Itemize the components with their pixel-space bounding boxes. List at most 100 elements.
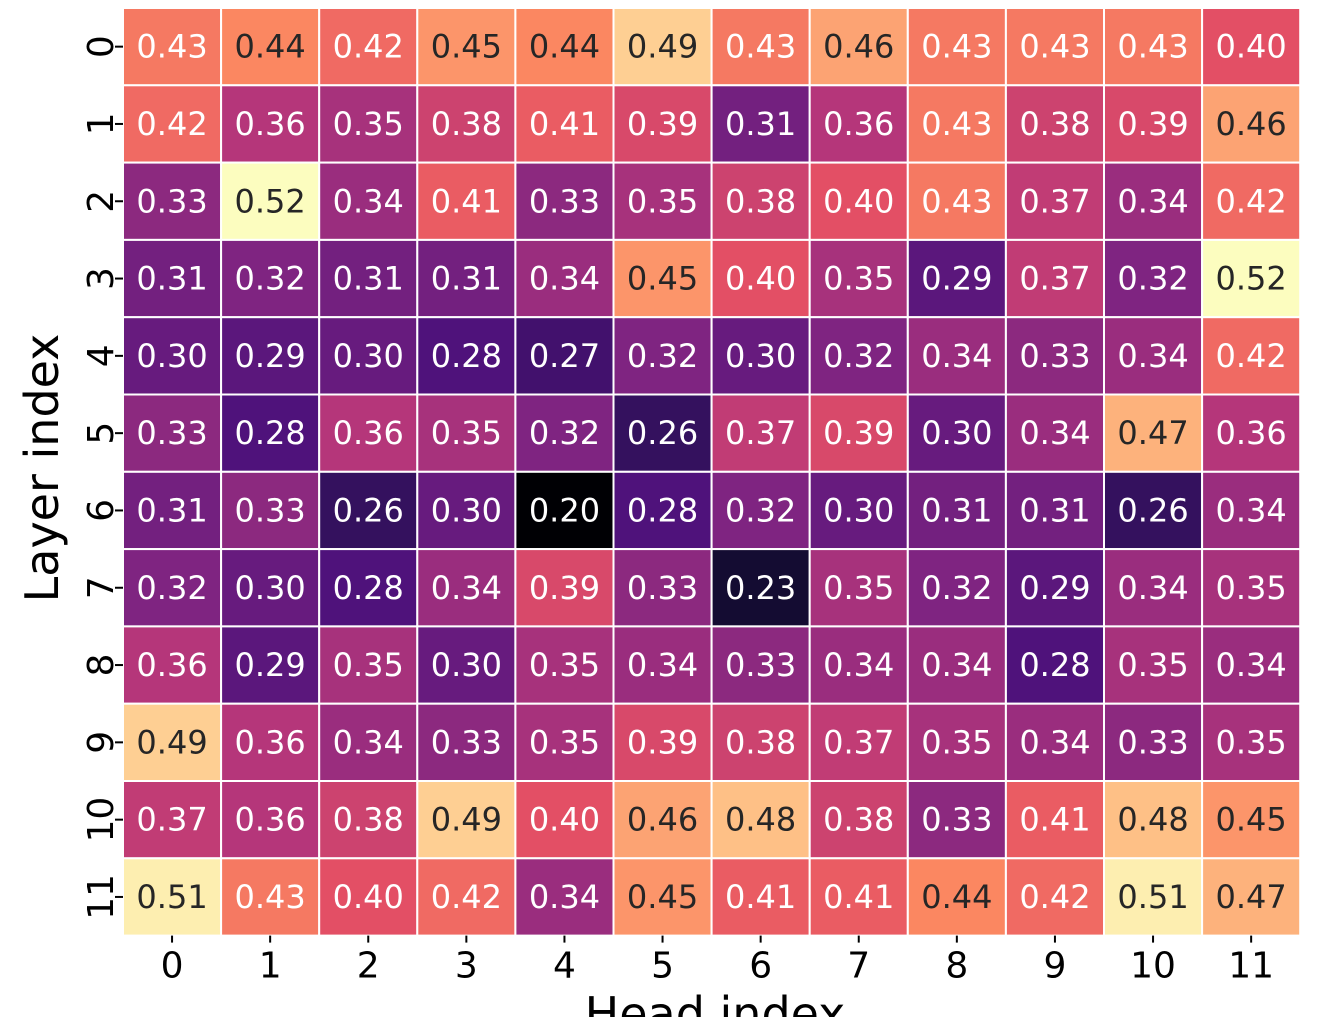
heatmap-cell	[1004, 857, 1106, 937]
heatmap-cell-label: 0.46	[1216, 105, 1287, 143]
heatmap-cell-label: 0.32	[725, 491, 796, 529]
heatmap-cell	[514, 161, 615, 241]
heatmap-cell-label: 0.37	[725, 414, 796, 452]
heatmap-cell	[318, 548, 419, 628]
heatmap-cell-label: 0.34	[1216, 646, 1287, 684]
heatmap-cell	[1004, 7, 1106, 87]
heatmap-cell-label: 0.45	[431, 28, 502, 66]
heatmap-cell-label: 0.35	[823, 260, 894, 298]
heatmap-cell-label: 0.34	[921, 337, 992, 375]
heatmap-cell	[318, 780, 419, 860]
heatmap-cell-label: 0.35	[333, 105, 404, 143]
heatmap-cell-label: 0.34	[1117, 569, 1188, 607]
heatmap-cell-label: 0.52	[1216, 260, 1287, 298]
heatmap-cell-label: 0.34	[1019, 723, 1090, 761]
heatmap-cell	[808, 780, 909, 860]
heatmap-cell	[710, 393, 811, 473]
heatmap-cell	[612, 7, 713, 87]
heatmap-cell-label: 0.35	[1216, 723, 1287, 761]
heatmap-cell-label: 0.41	[823, 878, 894, 916]
heatmap-cell-label: 0.30	[725, 337, 796, 375]
x-tick-label: 2	[357, 946, 380, 987]
x-tick-label: 5	[651, 946, 674, 987]
heatmap-cell-label: 0.30	[136, 337, 207, 375]
heatmap-cell-label: 0.30	[431, 646, 502, 684]
heatmap-cell-label: 0.32	[1117, 260, 1188, 298]
heatmap-cell	[1201, 625, 1302, 705]
heatmap-cell-label: 0.43	[235, 878, 306, 916]
heatmap-cell-label: 0.33	[431, 723, 502, 761]
heatmap-cell-label: 0.34	[1216, 491, 1287, 529]
heatmap-cell-label: 0.35	[431, 414, 502, 452]
heatmap-cell-label: 0.23	[725, 569, 796, 607]
heatmap-cell	[1004, 238, 1106, 319]
heatmap-cell-label: 0.51	[1117, 878, 1188, 916]
heatmap-cell-label: 0.38	[1019, 105, 1090, 143]
heatmap-cell-label: 0.28	[235, 414, 306, 452]
x-axis-ticks: 0 1 2 3 4 5 6 7 8 9 10 11	[161, 935, 1274, 987]
heatmap-cell-label: 0.48	[725, 801, 796, 839]
heatmap-cell	[1103, 316, 1204, 396]
heatmap-cell-label: 0.46	[627, 801, 698, 839]
heatmap-cell	[220, 702, 321, 783]
heatmap-cell	[1103, 702, 1204, 783]
heatmap-cell-label: 0.35	[1117, 646, 1188, 684]
heatmap-cell-label: 0.37	[1019, 260, 1090, 298]
x-tick-label: 0	[161, 946, 184, 987]
heatmap-cell-label: 0.33	[921, 801, 992, 839]
heatmap-cell-label: 0.36	[235, 723, 306, 761]
heatmap-cell-label: 0.43	[921, 182, 992, 220]
heatmap-cell	[612, 316, 713, 396]
heatmap-cell	[416, 702, 517, 783]
y-tick-label: 9	[81, 731, 122, 754]
heatmap-cell-label: 0.33	[529, 182, 600, 220]
heatmap-cell	[808, 84, 909, 164]
heatmap-cell-label: 0.38	[725, 723, 796, 761]
heatmap-cell	[1103, 238, 1204, 319]
heatmap-cell	[1103, 780, 1204, 860]
heatmap-cell-label: 0.44	[529, 28, 600, 66]
heatmap-cell	[906, 470, 1007, 551]
heatmap-cell	[122, 780, 223, 860]
heatmap-cell-label: 0.35	[627, 182, 698, 220]
x-tick-label: 4	[553, 946, 576, 987]
heatmap-cell	[514, 548, 615, 628]
heatmap-cell	[808, 393, 909, 473]
heatmap-cell	[122, 7, 223, 87]
heatmap-cell-label: 0.49	[627, 28, 698, 66]
heatmap-cell-label: 0.32	[235, 260, 306, 298]
heatmap-cell-label: 0.41	[725, 878, 796, 916]
heatmap-cell-label: 0.34	[431, 569, 502, 607]
heatmap-cell	[612, 238, 713, 319]
heatmap-cell	[220, 7, 321, 87]
heatmap-cell-label: 0.31	[431, 260, 502, 298]
heatmap-cell-label: 0.30	[235, 569, 306, 607]
heatmap-cell-label: 0.34	[1117, 337, 1188, 375]
heatmap-cell	[318, 238, 419, 319]
heatmap-cell	[612, 780, 713, 860]
heatmap-cell	[1103, 470, 1204, 551]
heatmap-cell	[710, 161, 811, 241]
heatmap-cell	[122, 548, 223, 628]
x-tick-label: 8	[945, 946, 968, 987]
heatmap-cell-label: 0.34	[529, 878, 600, 916]
x-tick-label: 11	[1228, 946, 1274, 987]
x-tick-label: 7	[847, 946, 870, 987]
y-tick-label: 2	[81, 190, 122, 213]
heatmap-cell-label: 0.37	[136, 801, 207, 839]
heatmap-cell	[1201, 84, 1302, 164]
heatmap-cell-label: 0.52	[235, 182, 306, 220]
heatmap-cell-label: 0.31	[136, 260, 207, 298]
heatmap-cell-label: 0.49	[431, 801, 502, 839]
heatmap-cell-label: 0.34	[529, 260, 600, 298]
heatmap-cell-label: 0.34	[823, 646, 894, 684]
heatmap-cell	[318, 857, 419, 937]
heatmap-cell-label: 0.39	[1117, 105, 1188, 143]
heatmap-cell-label: 0.33	[136, 414, 207, 452]
y-axis-ticks: 0 1 2 3 4 5 6 7 8 9 10 11	[81, 35, 123, 920]
heatmap-cell-label: 0.30	[333, 337, 404, 375]
heatmap-cell	[1201, 161, 1302, 241]
y-tick-label: 11	[81, 874, 122, 920]
heatmap-cell-label: 0.34	[1019, 414, 1090, 452]
